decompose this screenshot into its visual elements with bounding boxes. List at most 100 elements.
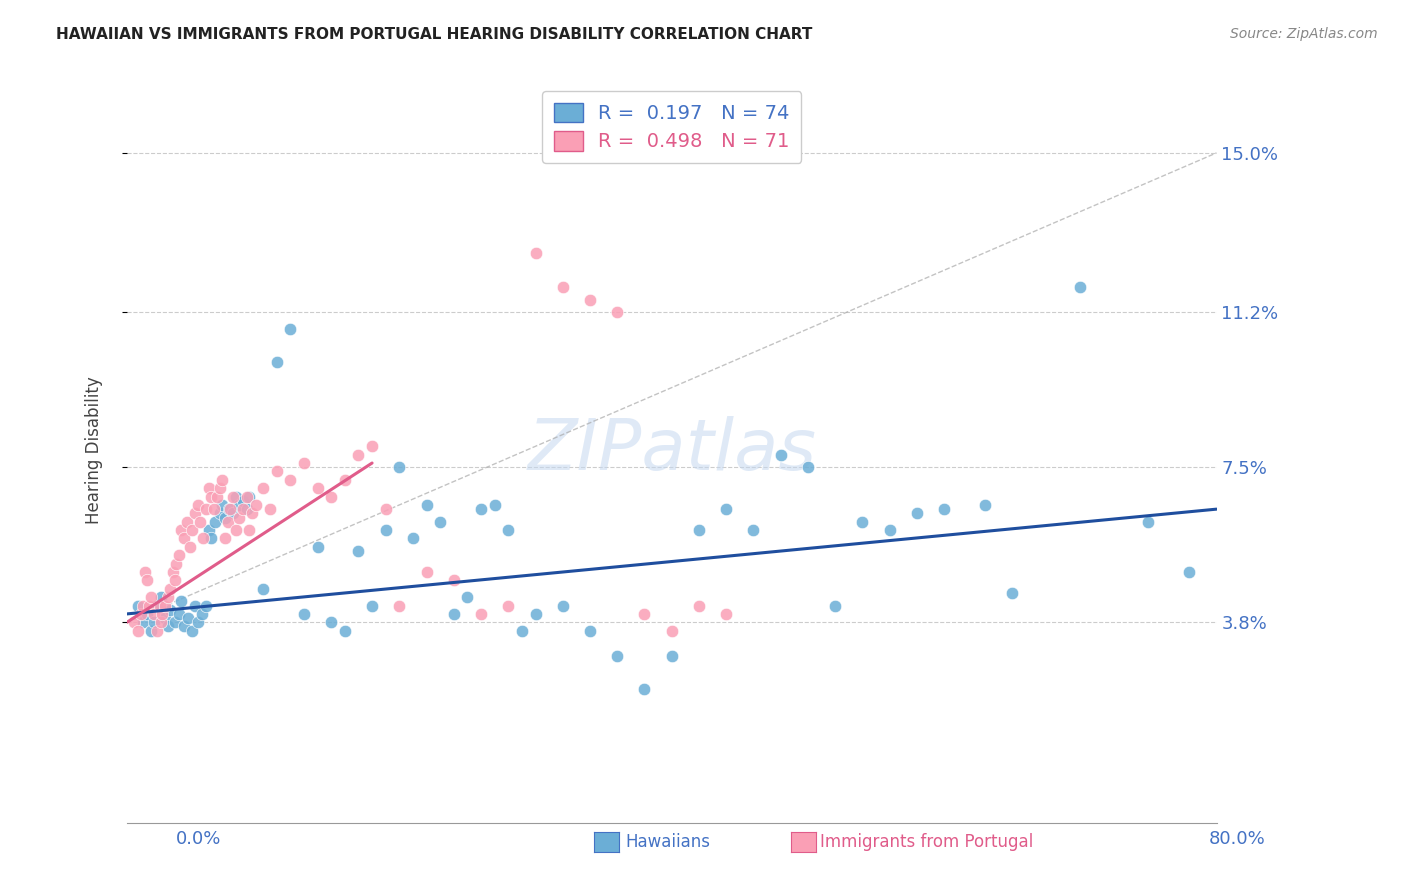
Point <box>716 502 738 516</box>
Point <box>194 502 217 516</box>
Point <box>187 498 209 512</box>
Point <box>797 460 820 475</box>
Point <box>173 532 195 546</box>
Point <box>214 510 236 524</box>
Point <box>218 502 240 516</box>
Point <box>307 540 329 554</box>
Point <box>1137 515 1160 529</box>
Point <box>456 590 478 604</box>
Point <box>127 624 149 638</box>
Point <box>333 624 356 638</box>
Point <box>136 574 159 588</box>
Point <box>132 599 155 613</box>
Point <box>187 615 209 630</box>
Point <box>551 280 574 294</box>
Point <box>292 607 315 621</box>
Y-axis label: Hearing Disability: Hearing Disability <box>86 376 103 524</box>
Point <box>388 460 411 475</box>
Point <box>974 498 997 512</box>
Point <box>136 607 159 621</box>
Point <box>470 607 492 621</box>
Point <box>361 439 384 453</box>
Point <box>402 532 425 546</box>
Text: HAWAIIAN VS IMMIGRANTS FROM PORTUGAL HEARING DISABILITY CORRELATION CHART: HAWAIIAN VS IMMIGRANTS FROM PORTUGAL HEA… <box>56 27 813 42</box>
Point <box>141 590 163 604</box>
Point <box>579 293 602 307</box>
Point <box>167 607 190 621</box>
Point <box>238 523 260 537</box>
Point <box>606 305 628 319</box>
Point <box>197 523 219 537</box>
Point <box>292 456 315 470</box>
Point <box>149 590 172 604</box>
Point <box>194 599 217 613</box>
Point <box>510 624 533 638</box>
Point <box>159 582 181 596</box>
Point <box>415 565 437 579</box>
Point <box>146 624 169 638</box>
Point <box>143 615 166 630</box>
Point <box>184 506 207 520</box>
Point <box>716 607 738 621</box>
Point <box>252 481 274 495</box>
Point <box>170 594 193 608</box>
Point <box>153 611 176 625</box>
Point <box>200 532 222 546</box>
Point <box>321 490 343 504</box>
Point <box>214 532 236 546</box>
Point <box>225 490 247 504</box>
Point <box>177 611 200 625</box>
Point <box>321 615 343 630</box>
Point <box>633 682 655 697</box>
Point <box>143 607 166 621</box>
Point <box>205 490 228 504</box>
Point <box>170 523 193 537</box>
Point <box>225 523 247 537</box>
Point <box>388 599 411 613</box>
Point <box>165 557 187 571</box>
Point <box>347 448 370 462</box>
Point <box>176 515 198 529</box>
Point <box>150 607 173 621</box>
Point <box>191 607 214 621</box>
Point <box>162 565 184 579</box>
Point <box>222 490 245 504</box>
Point <box>905 506 928 520</box>
Point <box>307 481 329 495</box>
Point <box>141 624 163 638</box>
Point <box>932 502 955 516</box>
Point <box>146 599 169 613</box>
Point <box>204 515 226 529</box>
Point <box>228 510 250 524</box>
Point <box>443 574 465 588</box>
Point <box>1178 565 1201 579</box>
Point <box>633 607 655 621</box>
Text: 80.0%: 80.0% <box>1209 830 1265 847</box>
Point <box>122 615 145 630</box>
Point <box>184 599 207 613</box>
Point <box>156 590 179 604</box>
Point <box>236 502 259 516</box>
Point <box>179 540 201 554</box>
Point <box>742 523 765 537</box>
Point <box>769 448 792 462</box>
Point <box>173 619 195 633</box>
Point <box>470 502 492 516</box>
Point <box>240 506 263 520</box>
Point <box>232 502 254 516</box>
Point <box>202 502 225 516</box>
Point <box>824 599 846 613</box>
Point <box>259 502 281 516</box>
Point <box>484 498 506 512</box>
Point <box>222 506 245 520</box>
Point <box>200 490 222 504</box>
Point <box>138 599 160 613</box>
Point <box>252 582 274 596</box>
Point <box>1069 280 1091 294</box>
Point <box>190 515 212 529</box>
Point <box>238 490 260 504</box>
Point <box>149 615 172 630</box>
Point <box>208 481 231 495</box>
Point <box>606 648 628 663</box>
Point <box>129 607 152 621</box>
